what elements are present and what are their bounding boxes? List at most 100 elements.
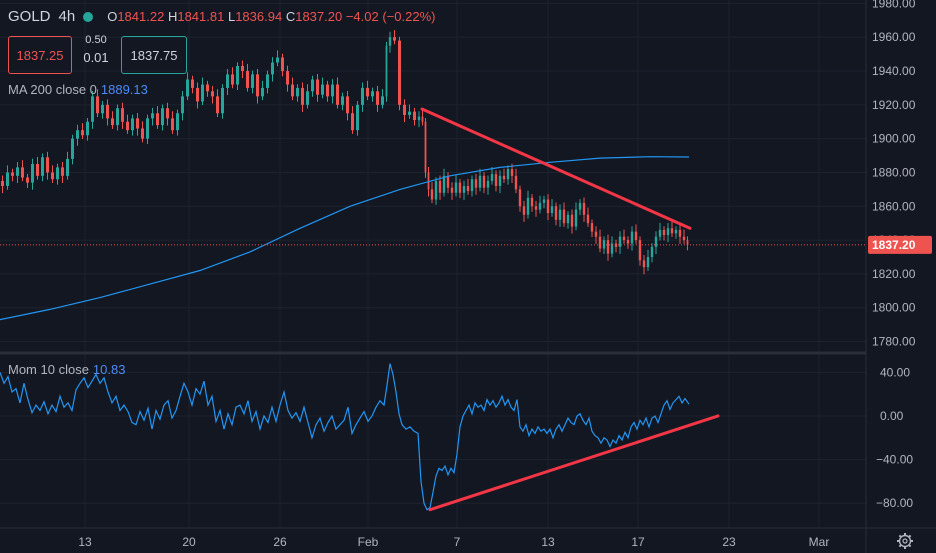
buy-button[interactable]: 1837.75 [121,36,187,74]
timeframe[interactable]: 4h [58,8,76,25]
candle-body [434,180,438,200]
candle-body [371,91,374,97]
candle-body [650,246,654,258]
price-tick-label: 1920.00 [872,98,916,112]
candle-body [486,180,490,188]
candle-body [261,87,264,97]
momentum-legend-label: Mom 10 close [8,362,89,377]
candle-body [674,229,678,234]
sell-button[interactable]: 1837.25 [8,36,72,74]
candle-body [424,121,427,173]
high-value: 1841.81 [177,9,225,24]
candle-body [638,240,642,261]
candle-body [256,74,259,97]
candle-body [686,240,689,245]
candle-body [246,71,249,88]
high-label: H [167,9,178,24]
time-tick-label: 13 [78,535,92,549]
candle-body [546,199,550,214]
last-price-tag-text: 1837.20 [872,238,916,252]
price-grid [0,2,866,343]
candle-body [331,84,334,97]
candle-body [634,231,638,241]
candle-body [336,84,339,105]
ma-200-line[interactable] [0,156,690,321]
change-value: −4.02 (−0.22%) [345,9,436,24]
candle-body [682,236,686,241]
candle-body [21,167,24,178]
time-tick-label: Mar [809,535,830,549]
momentum-line[interactable] [0,363,690,511]
candle-body [438,180,442,193]
candle-body [321,84,324,95]
price-tick-label: 1860.00 [872,199,916,213]
close-value: 1837.20 [295,9,343,24]
candle-body [351,113,354,131]
candle-body [408,111,411,115]
candle-body [630,231,634,244]
time-axis-labels[interactable]: 13 20 26 Feb 7 13 17 23 Mar [78,535,829,549]
candle-body [510,169,514,176]
time-tick-label: Feb [358,535,379,549]
candle-body [291,84,294,97]
candle-body [442,175,446,193]
candle-body [538,202,542,210]
candle-body [530,197,534,207]
candle-body [66,158,69,176]
candle-body [450,187,454,193]
candle-body [622,236,626,241]
candlestick-series[interactable] [1,30,689,275]
momentum-trendline[interactable] [428,414,720,512]
settings-gear-icon[interactable] [897,533,913,549]
candle-body [296,87,299,97]
candle-body [271,62,274,75]
candle-body [470,179,474,192]
candle-body [658,229,662,237]
candle-body [196,87,199,102]
momentum-grid [0,371,866,504]
candle-body [666,228,670,236]
candle-body [514,175,518,190]
time-tick-label: 26 [273,535,287,549]
candle-body [366,87,369,97]
symbol-name[interactable]: GOLD [8,8,51,25]
ma-legend-label: MA 200 close 0 [8,82,97,97]
sell-price: 1837.25 [16,47,64,63]
candle-body [554,206,558,220]
candle-body [101,104,104,114]
momentum-legend[interactable]: Mom 10 close 10.83 [8,362,125,377]
price-trendline[interactable] [420,107,692,230]
candle-body [574,209,578,227]
time-tick-label: 20 [182,535,196,549]
price-axis-labels[interactable]: 1980.00 1960.00 1940.00 1920.00 1900.00 1880.… [872,0,916,349]
candle-body [126,121,129,131]
candle-body [186,79,189,97]
candle-body [494,174,498,186]
candle-body [171,118,174,131]
candle-body [281,57,284,72]
candle-body [642,260,646,268]
candle-body [6,172,9,186]
candle-body [146,118,149,139]
candle-body [558,209,562,220]
price-tick-label: 1900.00 [872,132,916,146]
ma-legend[interactable]: MA 200 close 0 1889.13 [8,82,148,97]
candle-body [306,91,309,105]
candle-body [458,182,462,193]
candle-body [241,65,244,72]
candle-body [678,229,682,237]
open-label: O [107,9,118,24]
candle-body [316,79,319,95]
market-open-status-icon [83,11,94,22]
price-tick-label: 1780.00 [872,335,916,349]
candle-body [522,206,526,215]
momentum-axis-labels[interactable]: 40.00 0.00 −40.00 −80.00 [876,365,913,510]
candle-body [116,108,119,126]
candle-body [376,91,379,105]
candle-body [46,157,49,173]
candle-body [341,96,344,105]
candle-body [582,202,586,215]
candle-body [602,240,606,249]
candle-body [11,172,14,176]
